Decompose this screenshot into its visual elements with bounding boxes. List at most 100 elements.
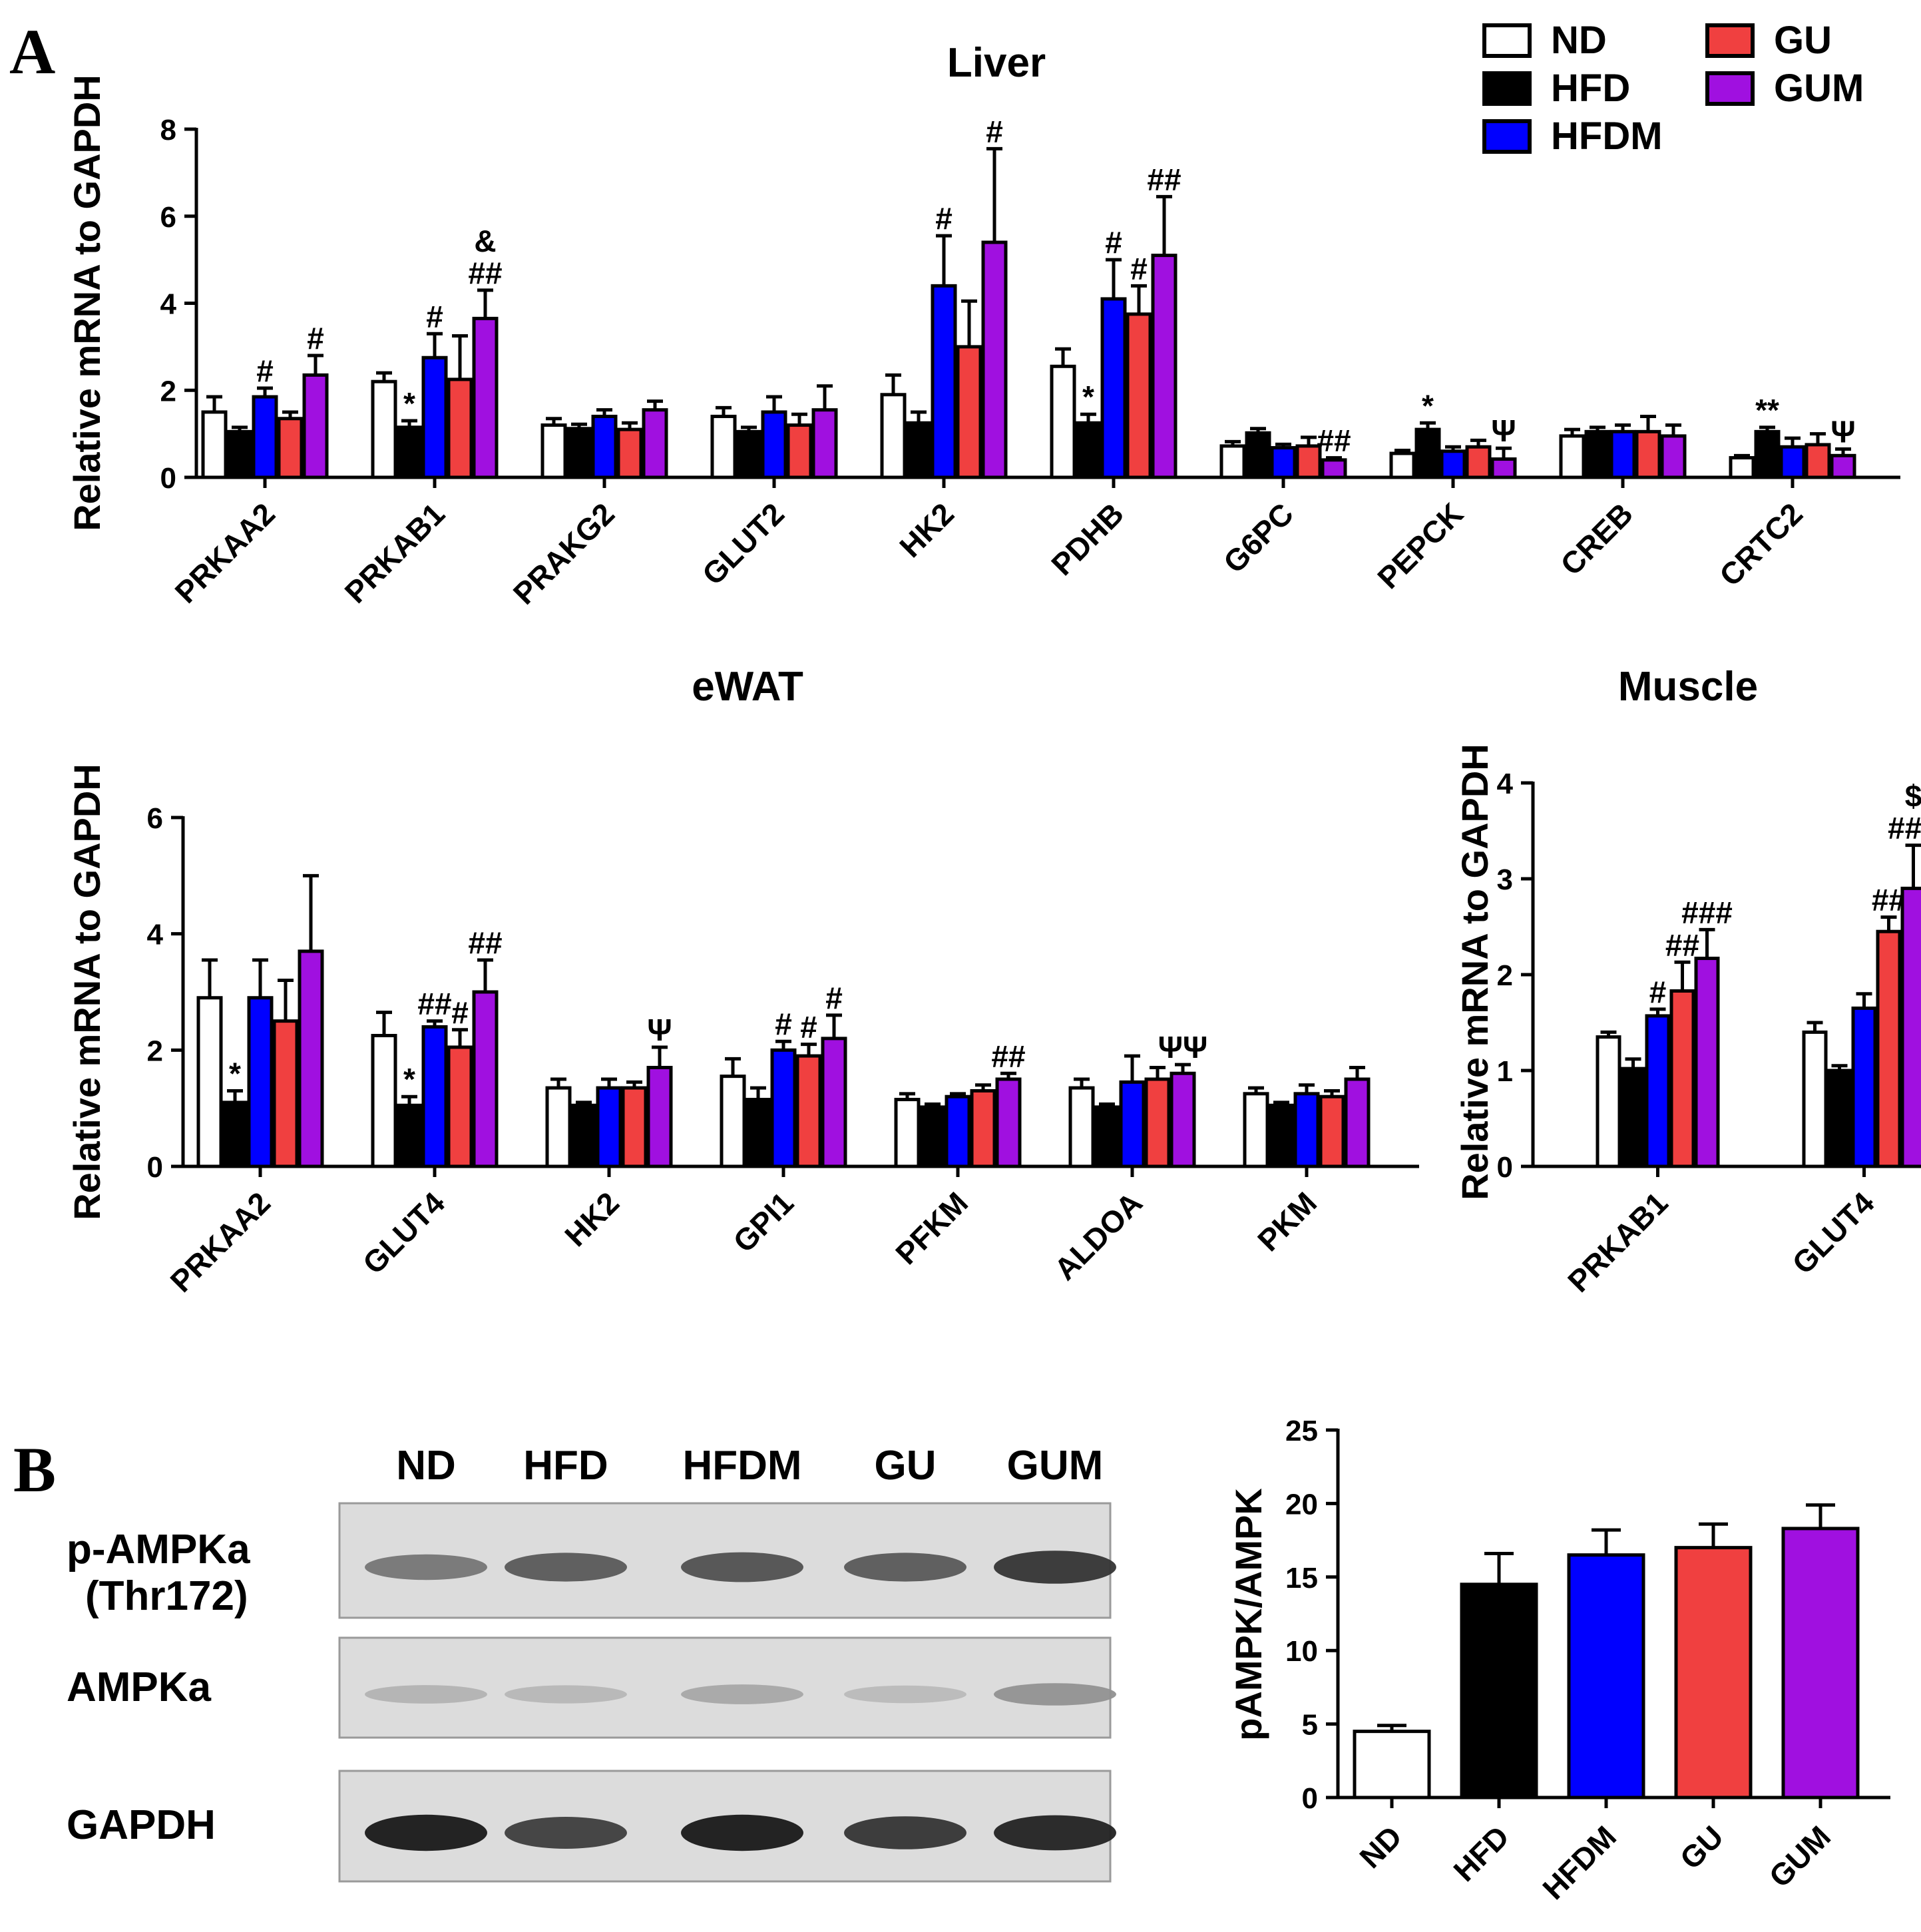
liver-significance-mark: # bbox=[1130, 251, 1148, 286]
panel-letter-b: B bbox=[13, 1434, 56, 1505]
liver-significance-mark: * bbox=[1422, 388, 1434, 423]
liver-bar-gu bbox=[956, 345, 982, 479]
legend-swatch-gu bbox=[1705, 23, 1755, 58]
liver-significance-mark: Ψ bbox=[1491, 413, 1516, 448]
ewat-significance-mark: Ψ bbox=[647, 1013, 672, 1047]
ewat-bar-nd bbox=[1243, 1092, 1269, 1168]
blot-row-sublabel: (Thr172) bbox=[85, 1573, 248, 1619]
liver-bar-gu bbox=[616, 427, 643, 479]
pampk-bar-gu bbox=[1674, 1546, 1753, 1800]
liver-y-tick-label: 0 bbox=[160, 462, 176, 495]
legend-swatch-nd bbox=[1482, 23, 1532, 58]
liver-category-label: PRAKG2 bbox=[507, 496, 621, 610]
blot-band bbox=[505, 1553, 627, 1582]
muscle-title: Muscle bbox=[1618, 664, 1758, 710]
liver-significance-mark: # bbox=[256, 354, 274, 388]
liver-bar-hfd bbox=[736, 429, 762, 479]
blot-row-label: GAPDH bbox=[67, 1802, 216, 1848]
liver-bar-nd bbox=[1219, 444, 1246, 479]
liver-significance-mark: # bbox=[307, 321, 324, 356]
liver-bar-hfd bbox=[566, 427, 592, 479]
blot-band bbox=[365, 1814, 487, 1851]
blot-band bbox=[505, 1685, 627, 1704]
liver-bar-gum bbox=[1660, 434, 1687, 479]
liver-significance-mark: ## bbox=[1317, 423, 1351, 458]
pampk-category-label: GUM bbox=[1762, 1819, 1837, 1894]
legend-label-nd: ND bbox=[1551, 19, 1607, 62]
liver-bar-hfdm bbox=[1609, 429, 1636, 479]
ewat-bar-nd bbox=[894, 1098, 921, 1168]
muscle-y-axis-label: Relative mRNA to GAPDH bbox=[1454, 744, 1496, 1200]
liver-bar-hfd bbox=[1414, 427, 1441, 479]
ewat-significance-mark: ## bbox=[468, 925, 502, 960]
ewat-category-label: PFKM bbox=[889, 1185, 974, 1271]
ewat-bar-gum bbox=[1170, 1071, 1196, 1168]
pampk-y-tick-label: 0 bbox=[1302, 1782, 1318, 1815]
ewat-bar-gu bbox=[621, 1086, 648, 1168]
muscle-bar-hfdm bbox=[1645, 1014, 1671, 1168]
blot-lane-label: ND bbox=[396, 1443, 456, 1489]
legend-swatch-hfd bbox=[1482, 71, 1532, 106]
muscle-significance-mark: ### bbox=[1888, 811, 1921, 845]
liver-category-label: GLUT2 bbox=[696, 496, 791, 591]
pampk-bar-hfdm bbox=[1567, 1553, 1645, 1800]
ewat-significance-mark: # bbox=[800, 1010, 817, 1045]
ewat-bar-hfd bbox=[1094, 1105, 1120, 1168]
ewat-bar-gum bbox=[995, 1077, 1022, 1168]
liver-title: Liver bbox=[947, 40, 1046, 86]
pampk-category-label: HFD bbox=[1446, 1819, 1516, 1888]
liver-significance-mark: ## bbox=[1147, 162, 1181, 196]
liver-category-label: G6PC bbox=[1217, 496, 1300, 579]
liver-y-tick-label: 2 bbox=[160, 375, 176, 407]
muscle-category-label: PRKAB1 bbox=[1561, 1185, 1675, 1299]
ewat-bar-hfd bbox=[222, 1100, 248, 1168]
ewat-y-tick-label: 6 bbox=[147, 802, 163, 835]
liver-y-tick-label: 6 bbox=[160, 201, 176, 234]
liver-category-label: CRTC2 bbox=[1713, 496, 1809, 593]
liver-significance-mark: Ψ bbox=[1830, 415, 1855, 449]
liver-bar-nd bbox=[371, 379, 397, 479]
liver-bar-gu bbox=[1805, 443, 1831, 479]
ewat-y-tick-label: 0 bbox=[147, 1151, 163, 1184]
ewat-bar-gu bbox=[1319, 1094, 1345, 1168]
ewat-category-label: PKM bbox=[1251, 1185, 1323, 1258]
blot-band bbox=[844, 1685, 966, 1704]
legend: ND HFD HFDM GU GUM bbox=[1482, 19, 1864, 158]
ewat-significance-mark: * bbox=[403, 1062, 415, 1096]
liver-significance-mark: * bbox=[1082, 379, 1094, 414]
liver-significance-mark: ## bbox=[468, 256, 502, 290]
blot-lane-label: HFD bbox=[523, 1443, 608, 1489]
muscle-bar-nd bbox=[1802, 1030, 1828, 1168]
pampk-category-label: ND bbox=[1353, 1819, 1408, 1875]
liver-bar-gum bbox=[1490, 457, 1517, 479]
pampk-chart: pAMPK/AMPK 0 5 10 15 20 25 ND HFD HFDM GU GUM bbox=[1227, 1415, 1890, 1906]
ewat-bar-hfd bbox=[570, 1103, 597, 1168]
pampk-bar-hfd bbox=[1460, 1582, 1538, 1800]
ewat-bar-hfdm bbox=[945, 1094, 971, 1168]
blot-band bbox=[505, 1817, 627, 1849]
ewat-bar-hfdm bbox=[247, 996, 274, 1168]
muscle-bar-nd bbox=[1596, 1035, 1621, 1168]
blot-lane-label: GUM bbox=[1007, 1443, 1104, 1489]
liver-category-label: HK2 bbox=[893, 496, 960, 564]
liver-bar-gum bbox=[1151, 254, 1177, 479]
muscle-y-tick-label: 0 bbox=[1497, 1151, 1513, 1184]
liver-bar-gu bbox=[1126, 312, 1152, 479]
liver-bar-gum bbox=[302, 373, 329, 479]
liver-bar-hfdm bbox=[1779, 445, 1806, 479]
liver-bar-hfdm bbox=[931, 284, 957, 479]
ewat-bar-nd bbox=[1068, 1086, 1095, 1168]
muscle-bar-hfd bbox=[1826, 1069, 1852, 1168]
ewat-category-label: GPI1 bbox=[726, 1185, 800, 1259]
liver-bar-nd bbox=[1559, 434, 1586, 479]
ewat-bar-gum bbox=[646, 1066, 673, 1168]
liver-bar-hfd bbox=[905, 421, 932, 479]
pampk-y-tick-label: 25 bbox=[1285, 1415, 1318, 1447]
ewat-y-tick-label: 4 bbox=[147, 919, 164, 951]
muscle-chart: Muscle Relative mRNA to GAPDH 0 1 2 3 4 PRKAB1 #… bbox=[1454, 664, 1921, 1299]
ewat-bar-nd bbox=[196, 996, 223, 1168]
liver-significance-mark: # bbox=[426, 299, 443, 334]
pampk-bar-gum bbox=[1781, 1527, 1860, 1800]
ewat-bar-gu bbox=[1144, 1077, 1171, 1168]
